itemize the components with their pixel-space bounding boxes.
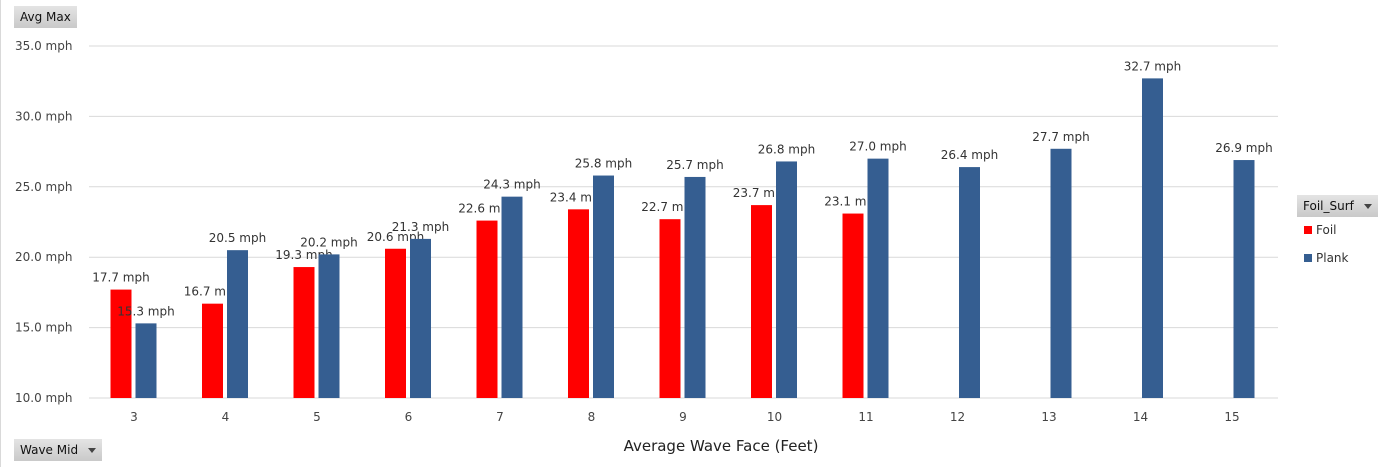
bar-plank	[959, 167, 980, 398]
bar-foil	[476, 220, 498, 398]
bar-plank	[593, 175, 614, 398]
bar-foil	[751, 205, 772, 398]
x-tick-label: 10	[767, 410, 782, 424]
x-axis-title: Average Wave Face (Feet)	[624, 437, 819, 455]
data-label: 23.4 mph	[550, 190, 607, 204]
y-tick-label: 10.0 mph	[15, 391, 72, 405]
data-label: 16.7 mph	[184, 285, 241, 299]
legend-field-label: Foil_Surf	[1303, 199, 1354, 213]
bar-foil	[293, 267, 315, 398]
bar-foil	[568, 209, 589, 398]
bar-plank	[135, 323, 157, 398]
bar-plank	[501, 196, 523, 398]
x-tick-label: 13	[1041, 410, 1056, 424]
data-label: 22.7 mph	[641, 200, 698, 214]
bar-plank	[318, 254, 340, 398]
x-tick-label: 6	[405, 410, 413, 424]
data-label: 26.4 mph	[941, 148, 998, 162]
bar-plank	[1050, 148, 1072, 398]
legend-label: Foil	[1316, 223, 1337, 237]
legend-field-button[interactable]: Foil_Surf	[1297, 195, 1378, 217]
bar-plank	[1233, 160, 1255, 398]
data-label: 19.3 mph	[275, 248, 332, 262]
bar-foil	[659, 219, 681, 398]
x-tick-label: 9	[679, 410, 687, 424]
bar-foil	[202, 303, 223, 398]
x-tick-label: 12	[950, 410, 965, 424]
x-tick-label: 15	[1224, 410, 1239, 424]
y-tick-label: 35.0 mph	[15, 39, 72, 53]
legend-item-foil[interactable]: Foil	[1304, 223, 1336, 237]
data-label: 25.8 mph	[575, 157, 632, 171]
axis-field-label: Wave Mid	[20, 443, 79, 457]
y-tick-label: 25.0 mph	[15, 180, 72, 194]
data-label: 23.1 mph	[824, 195, 881, 209]
data-label: 27.7 mph	[1032, 130, 1089, 144]
x-tick-label: 14	[1133, 410, 1148, 424]
x-tick-label: 8	[588, 410, 596, 424]
legend-label: Plank	[1316, 251, 1349, 265]
bar-foil	[385, 248, 406, 398]
data-label: 22.6 mph	[458, 202, 515, 216]
bar-plank	[867, 158, 889, 398]
data-label: 15.3 mph	[117, 304, 174, 318]
data-label: 26.8 mph	[758, 142, 815, 156]
data-label: 21.3 mph	[392, 220, 449, 234]
bar-plank	[410, 238, 431, 398]
data-label: 25.7 mph	[666, 158, 723, 172]
bar-plank	[776, 161, 797, 398]
x-tick-label: 3	[130, 410, 138, 424]
bar-plank	[684, 176, 706, 398]
x-tick-label: 5	[313, 410, 321, 424]
y-tick-label: 15.0 mph	[15, 321, 72, 335]
x-tick-label: 11	[858, 410, 873, 424]
axis-field-button[interactable]: Wave Mid	[14, 439, 103, 461]
data-label: 20.5 mph	[209, 231, 266, 245]
legend-swatch	[1304, 226, 1312, 234]
x-tick-label: 4	[222, 410, 230, 424]
legend-swatch	[1304, 254, 1312, 262]
bar-foil	[842, 213, 864, 398]
data-label: 20.2 mph	[300, 235, 357, 249]
dropdown-arrow-icon	[1363, 204, 1372, 209]
data-label: 17.7 mph	[92, 271, 149, 285]
data-label: 23.7 mph	[733, 186, 790, 200]
data-label: 32.7 mph	[1124, 59, 1181, 73]
data-label: 26.9 mph	[1215, 141, 1272, 155]
bar-plank	[1142, 78, 1163, 398]
y-tick-label: 30.0 mph	[15, 109, 72, 123]
data-label: 24.3 mph	[483, 178, 540, 192]
data-label: 20.6 mph	[367, 230, 424, 244]
y-tick-label: 20.0 mph	[15, 250, 72, 264]
data-label: 27.0 mph	[849, 140, 906, 154]
value-field-label: Avg Max	[20, 10, 71, 24]
legend-item-plank[interactable]: Plank	[1304, 251, 1348, 265]
value-field-button[interactable]: Avg Max	[14, 6, 77, 28]
x-tick-label: 7	[496, 410, 504, 424]
bar-plank	[227, 250, 248, 398]
bar-foil	[110, 289, 132, 398]
dropdown-arrow-icon	[88, 448, 97, 453]
